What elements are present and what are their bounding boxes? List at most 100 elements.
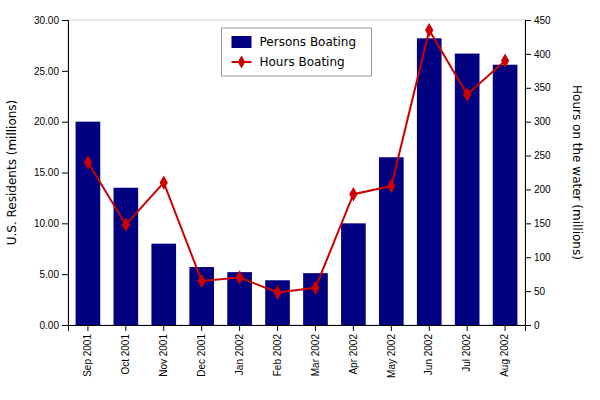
tick-label: Dec 2001 [196,334,207,377]
tick-mark [525,156,531,157]
tick-label: Nov 2001 [158,334,169,377]
tick-label: 250 [534,150,551,161]
tick-label: 0 [534,320,540,331]
tick-label: Feb 2002 [272,334,283,377]
bar [189,267,214,325]
bar [341,223,366,325]
tick-label: 20.00 [34,116,59,127]
tick-label: Sep 2001 [82,334,93,377]
tick: 50 [525,286,546,297]
tick-label: Oct 2001 [120,334,131,375]
legend-marker [238,55,246,68]
marker [387,179,395,193]
tick-label: 50 [534,286,546,297]
bar [76,122,101,325]
tick-mark [525,257,531,258]
bar [114,188,139,325]
tick-label: 300 [534,116,551,127]
tick: 400 [525,49,551,60]
y2-axis-title: Hours on the water (millions) [570,85,584,260]
tick-mark [525,189,531,190]
tick: 350 [525,82,551,93]
bar-series [76,38,518,325]
plot-frame [68,20,525,325]
tick-mark [429,325,430,331]
tick-mark [163,325,164,331]
tick-mark [525,122,531,123]
tick: 30.00 [34,15,68,26]
tick: Feb 2002 [272,325,283,376]
tick: Jun 2002 [423,325,434,375]
tick-label: Jan 2002 [234,334,245,376]
tick-label: 25.00 [34,66,59,77]
tick-mark [525,325,531,326]
marker [425,23,433,37]
tick-label: 400 [534,49,551,60]
tick-label: 5.00 [40,269,60,280]
bar [265,280,290,325]
tick-label: Mar 2002 [310,334,321,377]
tick-label: 350 [534,82,551,93]
bar [379,157,404,325]
tick-mark [239,325,240,331]
tick-mark [125,325,126,331]
tick: Nov 2001 [158,325,169,377]
tick-label: Jul 2002 [461,334,472,372]
marks [76,23,518,325]
tick: 25.00 [34,66,68,77]
bar [151,244,176,325]
tick-mark [525,223,531,224]
tick-label: 0.00 [40,320,60,331]
marker [311,281,319,295]
tick: Oct 2001 [120,325,131,375]
marker [349,187,357,201]
markers [84,23,510,300]
tick-mark [505,325,506,331]
tick-mark [201,325,202,331]
axis-line [526,21,532,326]
tick-label: 10.00 [34,218,59,229]
marker [84,155,92,169]
tick-mark [62,71,68,72]
legend-item: Persons Boating [232,35,357,49]
marker [160,175,168,189]
tick-label: May 2002 [386,334,397,378]
tick: 200 [525,184,551,195]
tick: 100 [525,252,551,263]
tick: 5.00 [40,269,68,280]
tick-label: Jun 2002 [423,334,434,376]
tick-label: 200 [534,184,551,195]
tick-mark [62,223,68,224]
legend-box [222,28,372,76]
tick: Aug 2002 [499,325,510,377]
marker [501,53,509,67]
marker [198,274,206,288]
marker [273,285,281,299]
legend: Persons Boating Hours Boating [222,28,372,76]
tick-mark [62,274,68,275]
tick: 300 [525,116,551,127]
tick: 450 [525,15,551,26]
tick-label: 450 [534,15,551,26]
marker [122,217,130,231]
tick-label: 100 [534,252,551,263]
legend-label: Hours Boating [260,55,345,69]
x-axis: Sep 2001 Oct 2001 Nov 2001 Dec 2001 Jan 2002… [69,325,526,378]
tick-mark [467,325,468,331]
plot: Sep 2001 Oct 2001 Nov 2001 Dec 2001 Jan 2002… [5,15,584,378]
tick-mark [391,325,392,331]
tick: Sep 2001 [82,325,93,377]
tick: 0.00 [40,320,68,331]
tick: 15.00 [34,167,68,178]
tick-mark [525,20,531,21]
tick-mark [62,122,68,123]
y-axis-title: U.S. Residents (millions) [5,100,19,246]
tick-mark [62,20,68,21]
tick: 150 [525,218,551,229]
tick-mark [525,54,531,55]
tick: 250 [525,150,551,161]
y-axis: 0.00 5.00 10.00 15.00 20.00 25.00 30.00 [34,15,69,331]
marker [463,87,471,101]
axis-line [62,21,69,326]
legend-swatch [232,36,252,48]
